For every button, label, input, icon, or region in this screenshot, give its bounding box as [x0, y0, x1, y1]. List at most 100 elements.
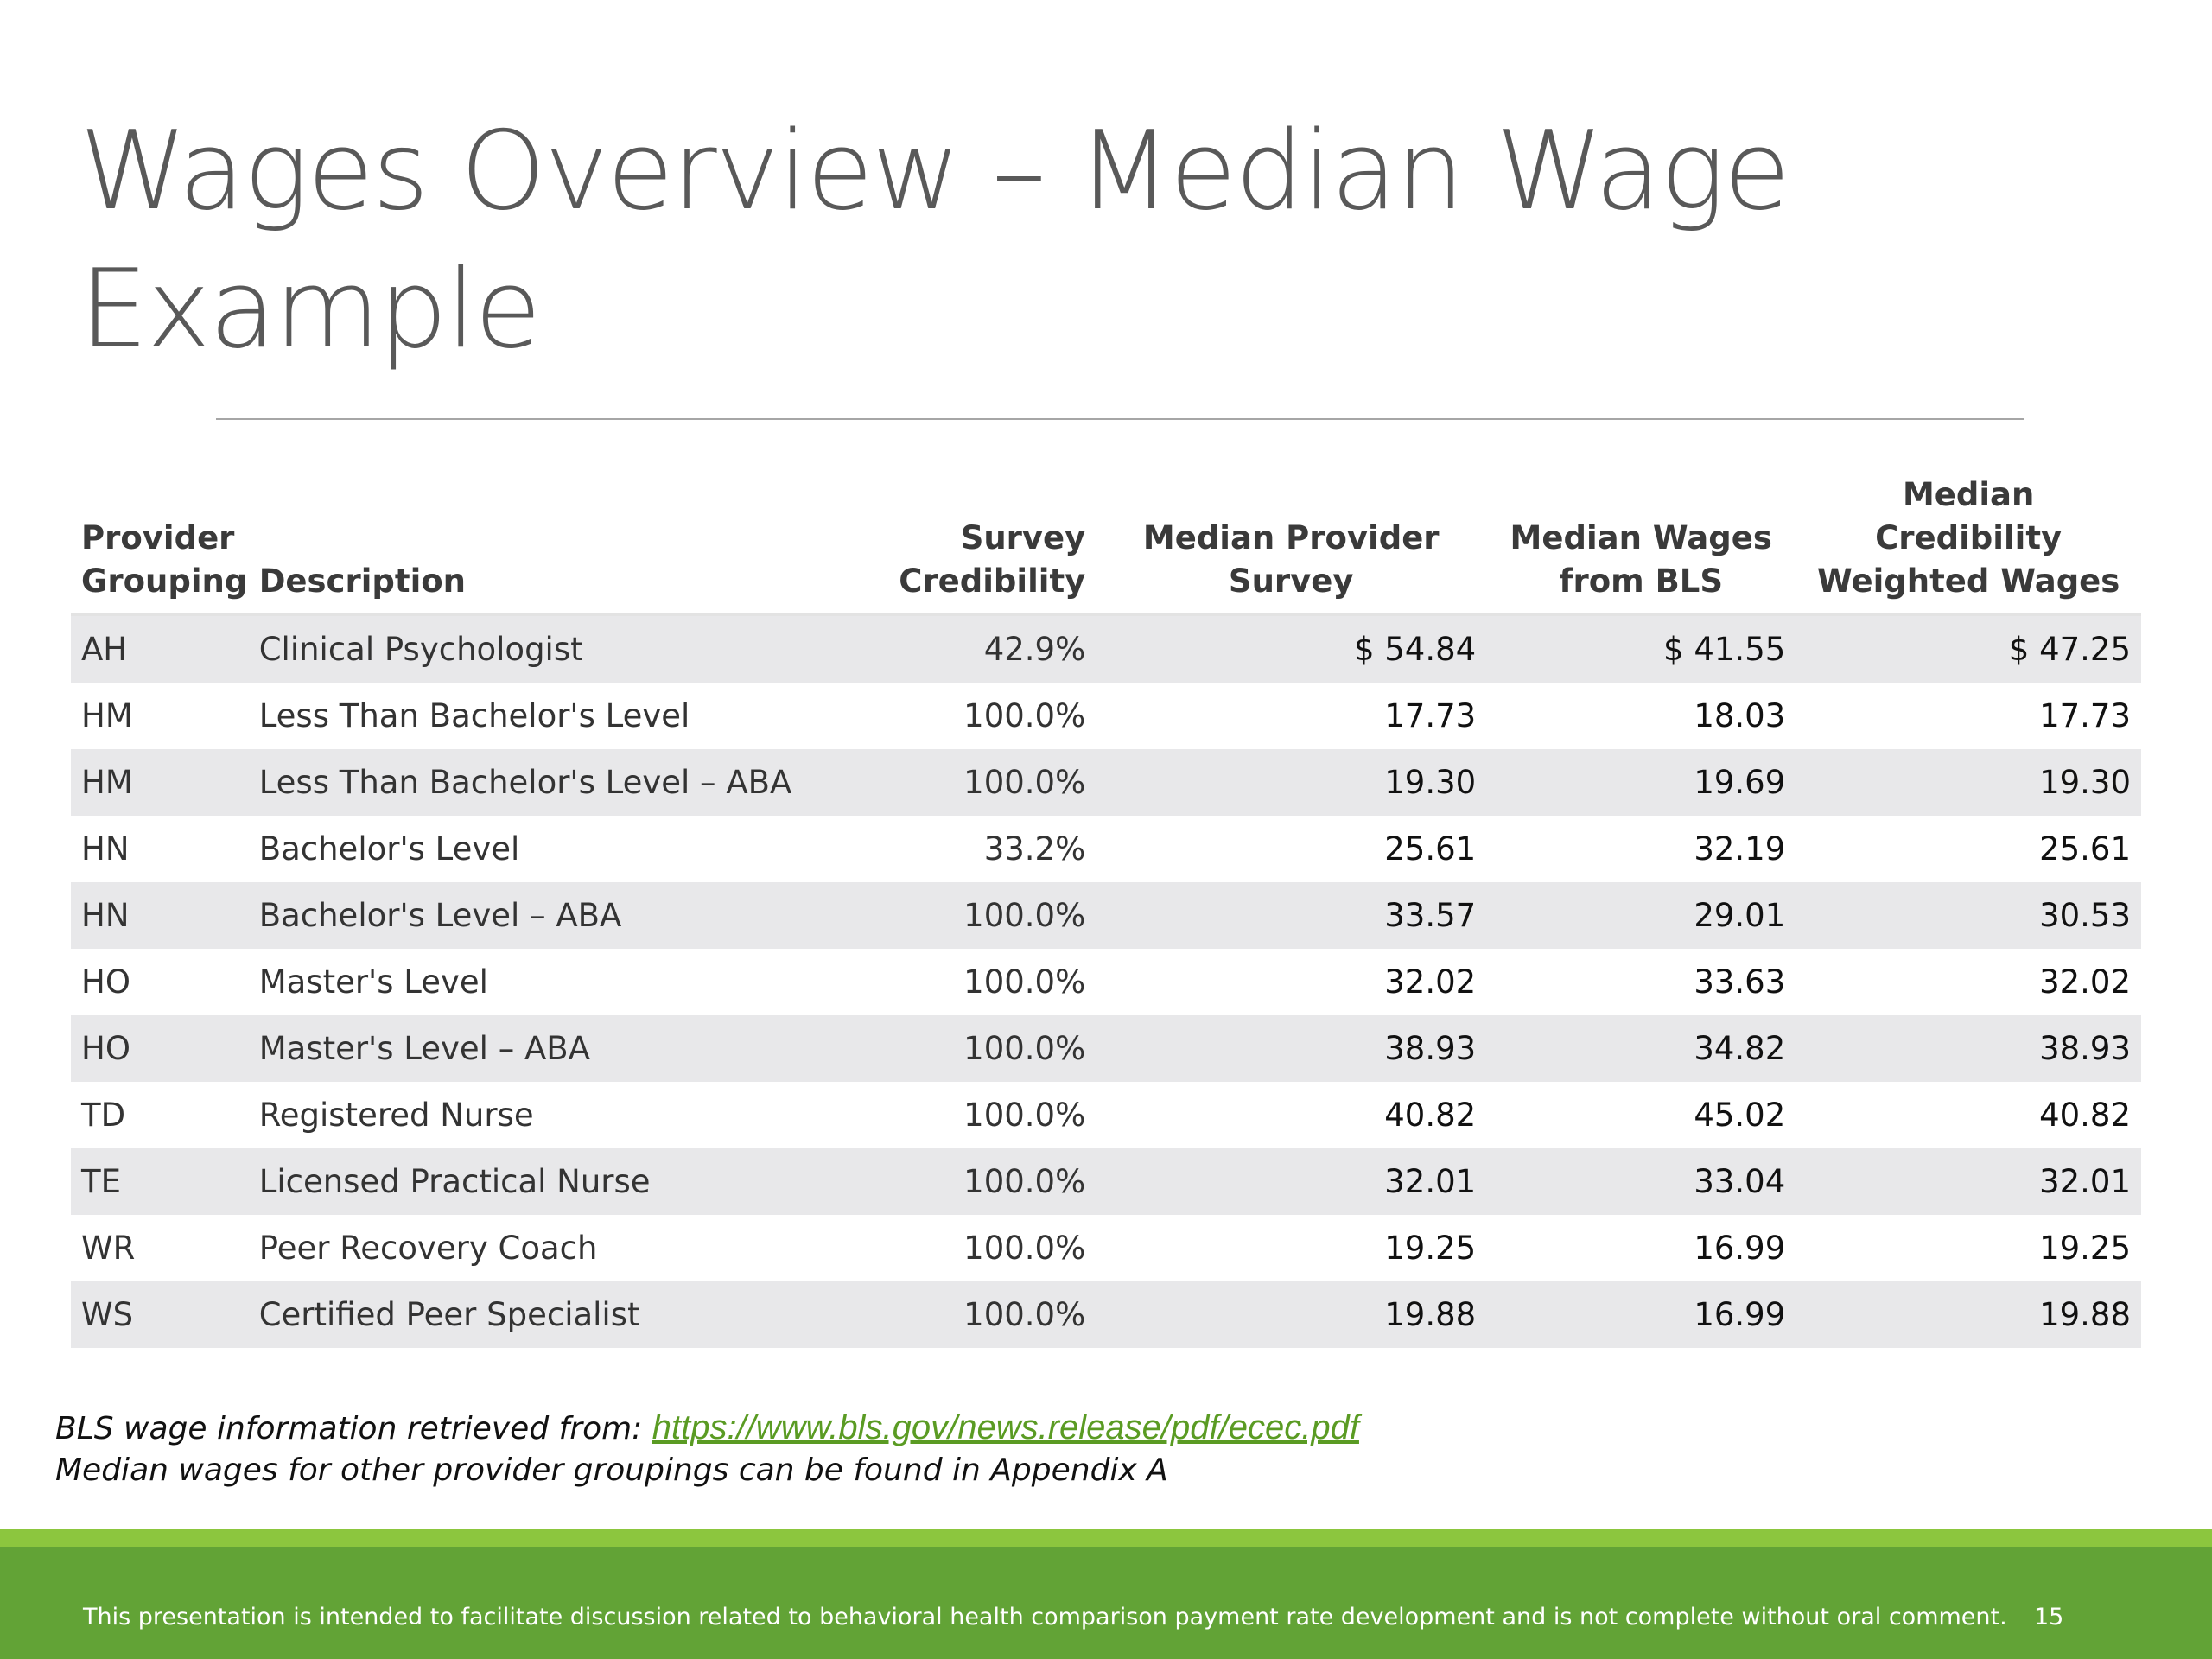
cell-bls: 29.01 — [1486, 882, 1796, 949]
cell-group: HN — [71, 882, 249, 949]
cell-group: TD — [81, 1096, 126, 1134]
header-weighted-wages: Median Credibility Weighted Wages — [1796, 474, 2141, 616]
slide-title-line-2: Example — [79, 245, 542, 372]
cell-group: WS — [71, 1281, 249, 1348]
cell-description: Bachelor's Level – ABA — [248, 882, 820, 949]
cell-provider-survey: 38.93 — [1096, 1015, 1487, 1082]
cell-group: TE — [71, 1148, 249, 1215]
table-row: TE Licensed Practical Nurse 100.0% 32.01… — [71, 1148, 2141, 1215]
header-provider-grouping-line-2: Grouping — [81, 563, 248, 600]
cell-weighted: 30.53 — [1796, 882, 2141, 949]
wages-table: Provider Grouping Description Survey Cre… — [71, 474, 2141, 1348]
cell-group: HO — [81, 963, 130, 1001]
cell-group: AH — [71, 614, 249, 683]
header-provider-grouping: Provider Grouping — [71, 474, 249, 616]
cell-provider-survey: $ 54.84 — [1096, 614, 1487, 683]
cell-description: Peer Recovery Coach — [258, 1230, 598, 1267]
bls-source-link[interactable]: https://www.bls.gov/news.release/pdf/ece… — [652, 1408, 1359, 1446]
cell-provider-survey: 19.88 — [1096, 1281, 1487, 1348]
cell-bls: 19.69 — [1486, 749, 1796, 816]
header-provider-grouping-line-1: Provider — [81, 519, 235, 556]
slide-title: Wages Overview – Median Wage Example — [79, 102, 1980, 378]
header-median-provider-survey: Median Provider Survey — [1096, 474, 1487, 616]
cell-bls: 32.19 — [1694, 830, 1786, 868]
cell-credibility: 100.0% — [963, 963, 1086, 1001]
cell-provider-survey: 17.73 — [1384, 697, 1477, 734]
title-divider — [216, 418, 2024, 420]
cell-bls: 18.03 — [1694, 697, 1786, 734]
cell-weighted: 19.88 — [1796, 1281, 2141, 1348]
cell-provider-survey: 25.61 — [1384, 830, 1477, 868]
cell-description: Less Than Bachelor's Level — [258, 697, 690, 734]
cell-provider-survey: 19.30 — [1096, 749, 1487, 816]
cell-description: Registered Nurse — [258, 1096, 534, 1134]
cell-description: Clinical Psychologist — [248, 614, 820, 683]
cell-credibility: 100.0% — [819, 1015, 1096, 1082]
cell-description: Master's Level – ABA — [248, 1015, 820, 1082]
cell-group: HO — [71, 1015, 249, 1082]
cell-provider-survey: 33.57 — [1096, 882, 1487, 949]
header-weighted-wages-line-1: Median Credibility — [1875, 476, 2063, 556]
footer-disclaimer: This presentation is intended to facilit… — [83, 1604, 2007, 1630]
cell-weighted: $ 47.25 — [1796, 614, 2141, 683]
bls-source-line: BLS wage information retrieved from: htt… — [55, 1407, 1359, 1450]
cell-bls: 16.99 — [1694, 1230, 1786, 1267]
header-median-wages-bls: Median Wages from BLS — [1486, 474, 1796, 616]
cell-credibility: 100.0% — [819, 749, 1096, 816]
cell-weighted: 40.82 — [2039, 1096, 2131, 1134]
table-row: HM Less Than Bachelor's Level 100.0% 17.… — [71, 683, 2141, 749]
source-notes: BLS wage information retrieved from: htt… — [55, 1407, 1359, 1491]
cell-group: HM — [71, 749, 249, 816]
cell-bls: 16.99 — [1486, 1281, 1796, 1348]
cell-group: WR — [81, 1230, 136, 1267]
cell-credibility: 100.0% — [819, 1281, 1096, 1348]
cell-credibility: 100.0% — [963, 1230, 1086, 1267]
cell-credibility: 100.0% — [963, 697, 1086, 734]
slide-title-line-1: Wages Overview – Median Wage — [79, 107, 1790, 234]
cell-weighted: 19.30 — [1796, 749, 2141, 816]
cell-credibility: 100.0% — [963, 1096, 1086, 1134]
cell-credibility: 42.9% — [819, 614, 1096, 683]
cell-group: HM — [81, 697, 133, 734]
cell-description: Master's Level — [258, 963, 488, 1001]
appendix-note: Median wages for other provider grouping… — [55, 1452, 1168, 1488]
table-row: WS Certified Peer Specialist 100.0% 19.8… — [71, 1281, 2141, 1348]
footer-accent-band — [0, 1529, 2212, 1547]
cell-provider-survey: 40.82 — [1384, 1096, 1477, 1134]
cell-weighted: 32.02 — [2039, 963, 2131, 1001]
cell-group: HN — [81, 830, 130, 868]
page-number: 15 — [2034, 1604, 2064, 1630]
header-median-wages-bls-line-1: Median Wages — [1510, 519, 1772, 556]
cell-description: Licensed Practical Nurse — [248, 1148, 820, 1215]
cell-bls: 33.04 — [1486, 1148, 1796, 1215]
table-row: WR Peer Recovery Coach 100.0% 19.25 16.9… — [71, 1215, 2141, 1281]
header-survey-credibility: Survey Credibility — [819, 474, 1096, 616]
table-row: HO Master's Level – ABA 100.0% 38.93 34.… — [71, 1015, 2141, 1082]
cell-bls: $ 41.55 — [1486, 614, 1796, 683]
cell-credibility: 100.0% — [819, 1148, 1096, 1215]
cell-weighted: 32.01 — [1796, 1148, 2141, 1215]
cell-provider-survey: 32.01 — [1096, 1148, 1487, 1215]
cell-credibility: 100.0% — [819, 882, 1096, 949]
cell-weighted: 19.25 — [2039, 1230, 2131, 1267]
cell-credibility: 33.2% — [983, 830, 1086, 868]
header-weighted-wages-line-2: Weighted Wages — [1816, 563, 2120, 600]
cell-weighted: 17.73 — [2039, 697, 2131, 734]
header-description: Description — [248, 474, 820, 616]
cell-description: Less Than Bachelor's Level – ABA — [248, 749, 820, 816]
cell-weighted: 25.61 — [2039, 830, 2131, 868]
cell-bls: 45.02 — [1694, 1096, 1786, 1134]
header-median-provider-survey-line-1: Median Provider — [1142, 519, 1440, 556]
cell-provider-survey: 19.25 — [1384, 1230, 1477, 1267]
table-row: HN Bachelor's Level – ABA 100.0% 33.57 2… — [71, 882, 2141, 949]
cell-description: Certified Peer Specialist — [248, 1281, 820, 1348]
table-row: TD Registered Nurse 100.0% 40.82 45.02 4… — [71, 1082, 2141, 1148]
table-row: HO Master's Level 100.0% 32.02 33.63 32.… — [71, 949, 2141, 1015]
cell-bls: 33.63 — [1694, 963, 1786, 1001]
cell-weighted: 38.93 — [1796, 1015, 2141, 1082]
footer-band — [0, 1547, 2212, 1659]
table-row: AH Clinical Psychologist 42.9% $ 54.84 $… — [71, 614, 2141, 683]
header-median-wages-bls-line-2: from BLS — [1559, 563, 1724, 600]
cell-description: Bachelor's Level — [258, 830, 520, 868]
